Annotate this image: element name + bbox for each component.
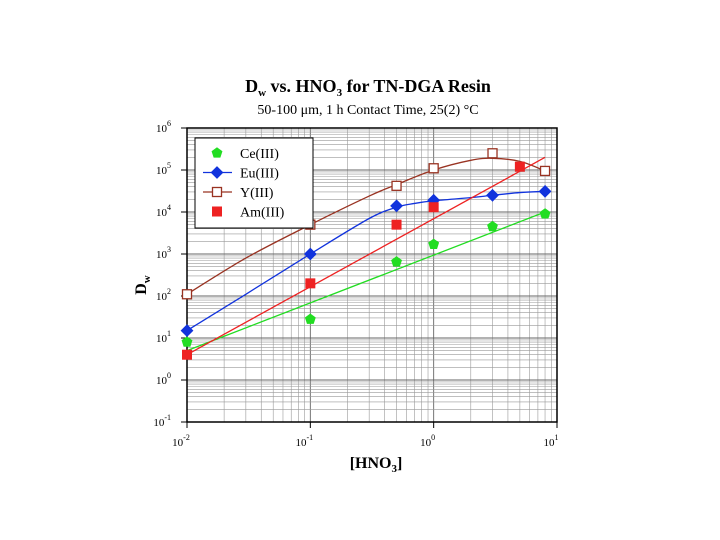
x-tick-label: 10-1 — [295, 433, 313, 449]
data-markers — [180, 148, 552, 360]
x-tick-label: 101 — [544, 433, 559, 449]
data-point — [391, 219, 402, 230]
x-label-sub: 3 — [391, 463, 397, 475]
title-mid: vs. HNO — [266, 76, 337, 96]
y-tick-label: 100 — [156, 371, 171, 387]
data-point — [428, 238, 440, 249]
data-point — [391, 180, 402, 191]
data-point — [514, 161, 525, 172]
y-label-sub: w — [141, 275, 153, 283]
title-sub2: 3 — [337, 87, 343, 99]
data-point — [539, 208, 551, 219]
fit-lines — [186, 156, 546, 356]
data-point — [180, 324, 194, 338]
y-tick-label: 10-1 — [153, 413, 171, 429]
data-point — [487, 220, 498, 232]
legend: Ce(III) Eu(III) Y(III) Am(III) — [194, 137, 314, 229]
y-tick-label: 104 — [156, 203, 171, 219]
data-point — [428, 202, 439, 213]
data-point — [539, 165, 551, 177]
fit-line-amiii — [186, 156, 546, 356]
chart-title: Dw vs. HNO3 for TN-DGA Resin — [245, 76, 491, 99]
title-main: D — [245, 76, 258, 96]
data-point — [181, 336, 193, 347]
data-point — [181, 289, 193, 300]
legend-label: Ce(III) — [240, 147, 279, 162]
x-axis-label: [HNO3] — [350, 455, 403, 475]
plot-frame — [186, 127, 558, 423]
x-tick-label: 100 — [420, 433, 435, 449]
y-tick-label: 106 — [156, 119, 171, 135]
legend-marker — [211, 147, 223, 158]
data-point — [304, 313, 316, 324]
data-point — [305, 278, 316, 289]
x-label-end: ] — [397, 455, 402, 472]
title-end: for TN-DGA Resin — [342, 76, 491, 96]
y-tick-label: 102 — [156, 287, 171, 303]
chart-subtitle: 50-100 μm, 1 h Contact Time, 25(2) °C — [257, 103, 478, 118]
legend-label: Am(III) — [240, 206, 285, 221]
y-tick-label: 103 — [156, 245, 171, 261]
data-point — [486, 188, 499, 202]
fit-line-ceiii — [186, 211, 546, 352]
data-point — [487, 148, 498, 159]
data-point — [303, 247, 317, 261]
legend-marker — [211, 186, 223, 198]
y-tick-label: 101 — [156, 329, 171, 345]
y-axis-label: Dw — [133, 275, 153, 295]
legend-marker — [210, 166, 224, 179]
legend-label: Eu(III) — [240, 167, 279, 182]
fit-line-yiii — [186, 157, 546, 295]
legend-label: Y(III) — [240, 186, 274, 201]
title-sub: w — [258, 87, 266, 99]
data-point — [428, 163, 439, 174]
x-label-main: [HNO — [350, 455, 392, 472]
data-point — [391, 256, 402, 267]
data-point — [182, 349, 192, 360]
legend-marker — [212, 206, 222, 217]
data-point — [390, 199, 403, 213]
x-tick-label: 10-2 — [172, 433, 190, 449]
y-tick-label: 105 — [156, 161, 171, 177]
data-point — [538, 184, 552, 198]
y-label-main: D — [133, 283, 150, 295]
fit-line-euiii — [186, 190, 546, 332]
